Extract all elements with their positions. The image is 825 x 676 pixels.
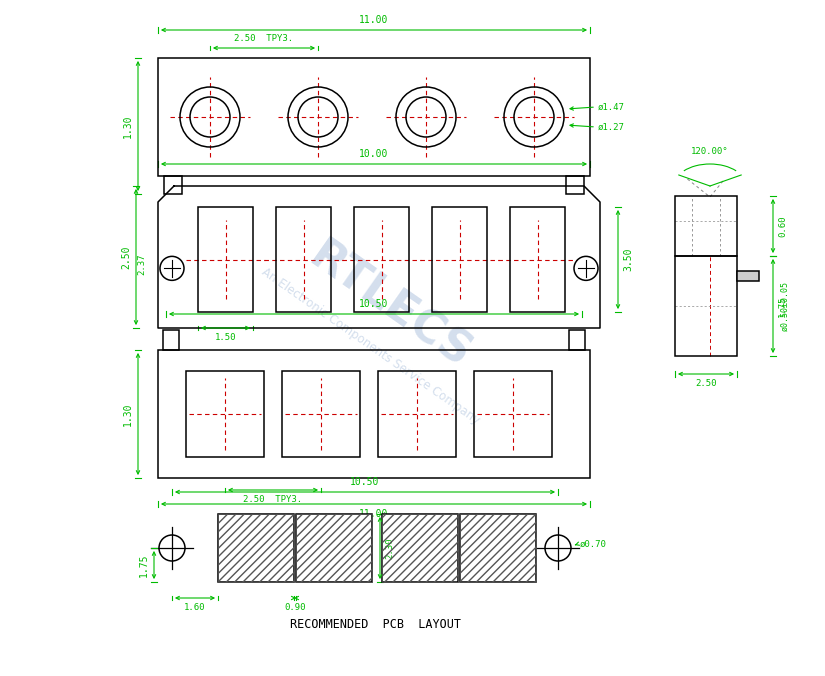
Bar [354, 207, 409, 312]
Bar [566, 176, 584, 194]
Bar [460, 514, 536, 582]
Text: An Electronic Components Service Company: An Electronic Components Service Company [258, 265, 482, 427]
Bar [163, 330, 179, 350]
Text: 0.60: 0.60 [778, 215, 787, 237]
Text: 2.30: 2.30 [385, 537, 394, 559]
Text: 1.60: 1.60 [184, 603, 205, 612]
Bar [382, 514, 458, 582]
Text: 0.90: 0.90 [285, 603, 306, 612]
Bar [474, 371, 552, 457]
Text: 2.50: 2.50 [695, 379, 717, 388]
Bar [569, 330, 585, 350]
Bar [737, 271, 759, 281]
Text: 120.00°: 120.00° [691, 147, 728, 156]
Text: ø0.70: ø0.70 [580, 539, 607, 548]
Bar [510, 207, 565, 312]
Text: 10.00: 10.00 [360, 149, 389, 159]
Text: RTLECS: RTLECS [301, 235, 479, 377]
Bar [382, 514, 458, 582]
Bar [296, 514, 372, 582]
Text: 10.50: 10.50 [360, 299, 389, 309]
Bar [296, 514, 372, 582]
Bar [432, 207, 487, 312]
Text: 1.75: 1.75 [778, 295, 787, 317]
Text: RECOMMENDED  PCB  LAYOUT: RECOMMENDED PCB LAYOUT [290, 617, 460, 631]
Bar [218, 514, 294, 582]
Text: 2.50  TPY3.: 2.50 TPY3. [243, 495, 303, 504]
Bar [276, 207, 331, 312]
Bar [164, 176, 182, 194]
Text: 1.30: 1.30 [123, 402, 133, 426]
Text: 1.50: 1.50 [214, 333, 236, 342]
Text: 3.50: 3.50 [623, 247, 633, 271]
Bar [675, 196, 737, 256]
Text: 10.50: 10.50 [351, 477, 380, 487]
Text: 1.30: 1.30 [123, 114, 133, 138]
Text: 11.00: 11.00 [360, 509, 389, 519]
Text: 2.50  TPY3.: 2.50 TPY3. [234, 34, 294, 43]
Bar [378, 371, 456, 457]
Text: 2.50: 2.50 [121, 245, 131, 269]
Text: 2.37: 2.37 [137, 254, 146, 275]
Bar [282, 371, 360, 457]
Bar [460, 514, 536, 582]
Bar [158, 58, 590, 176]
Bar [186, 371, 264, 457]
Text: ø1.47: ø1.47 [598, 103, 625, 112]
Text: 1.75: 1.75 [139, 553, 149, 577]
Bar [675, 256, 737, 356]
Bar [198, 207, 253, 312]
Text: ø0.50±0.05: ø0.50±0.05 [781, 281, 790, 331]
Bar [158, 350, 590, 478]
Text: 11.00: 11.00 [360, 15, 389, 25]
Bar [218, 514, 294, 582]
Text: ø1.27: ø1.27 [598, 122, 625, 132]
